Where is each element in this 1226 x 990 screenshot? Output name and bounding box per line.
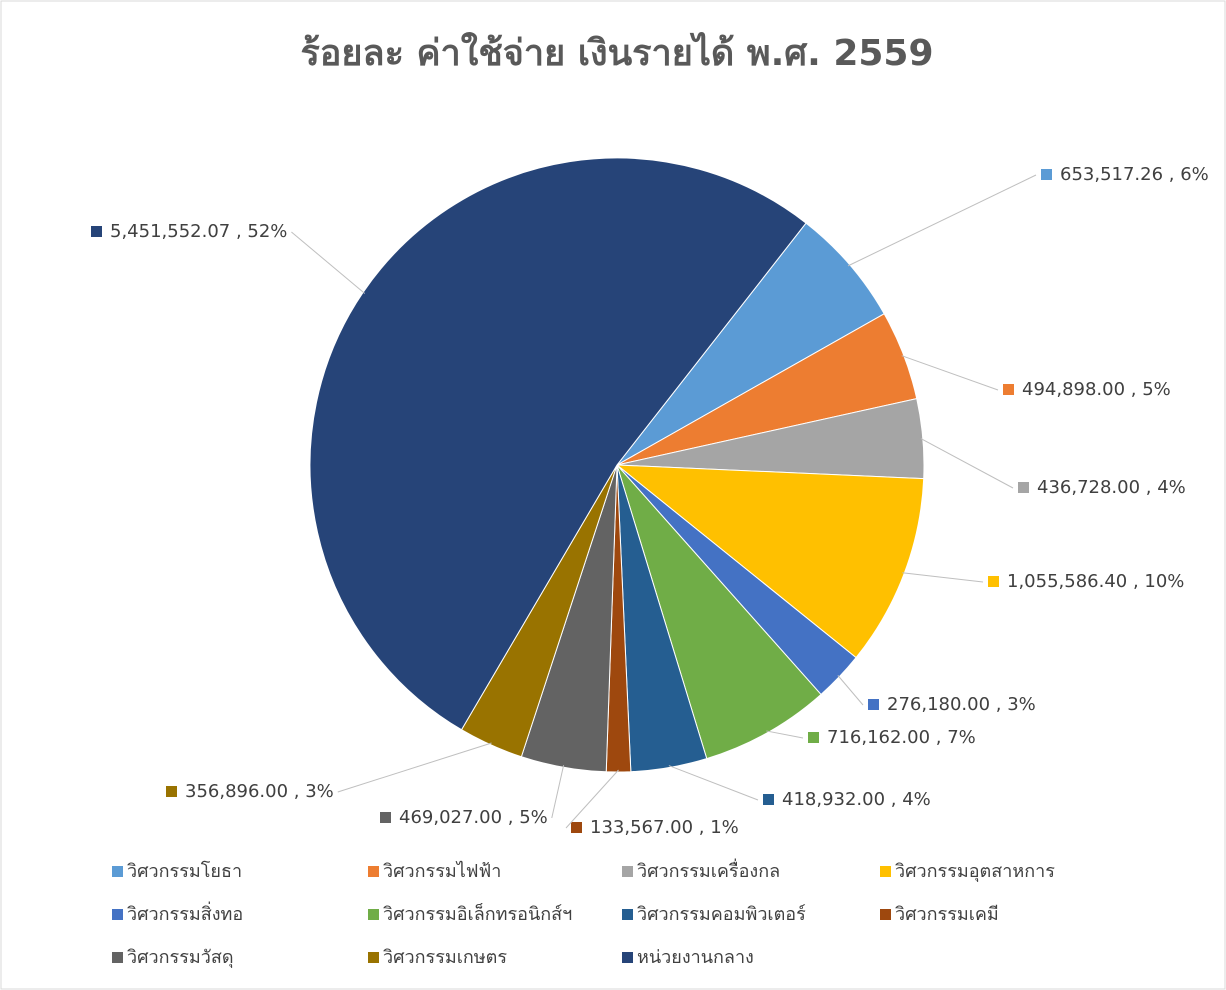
leader-line [668,765,759,801]
legend-label: วิศวกรรมอุตสาหการ [895,861,1055,882]
data-label: 653,517.26 , 6% [1060,164,1209,185]
leader-line [551,765,565,819]
pie-slice [616,464,822,760]
legend-label: วิศวกรรมวัสดุ [127,947,234,968]
chart-title: ร้อยละ ค่าใช้จ่าย เงินรายได้ พ.ศ. 2559 [300,31,933,74]
label-swatch [808,732,819,743]
legend-label: วิศวกรรมไฟฟ้า [383,860,501,882]
legend-swatch [622,952,633,963]
legend-swatch [880,866,891,877]
label-swatch [868,699,879,710]
legend-label: วิศวกรรมเครื่องกล [637,858,780,882]
leader-line [837,675,864,706]
label-swatch [1041,169,1052,180]
leader-line [920,438,1014,489]
label-swatch [988,576,999,587]
legend-swatch [368,909,379,920]
legend-swatch [112,866,123,877]
leader-line [337,742,492,793]
legend-label: วิศวกรรมคอมพิวเตอร์ [637,904,806,925]
data-label: 494,898.00 , 5% [1022,379,1171,400]
legend-swatch [622,909,633,920]
label-swatch [91,226,102,237]
legend-swatch [112,952,123,963]
leader-line [847,174,1037,267]
label-swatch [1018,482,1029,493]
legend-swatch [112,909,123,920]
label-swatch [763,794,774,805]
leader-line [901,355,999,391]
leader-line [291,231,366,294]
legend-label: วิศวกรรมสิ่งทอ [127,901,243,925]
data-label: 5,451,552.07 , 52% [110,221,287,242]
legend-label: วิศวกรรมเคมี [895,904,999,925]
data-label: 356,896.00 , 3% [185,781,334,802]
data-label: 469,027.00 , 5% [399,807,548,828]
data-label: 716,162.00 , 7% [827,727,976,748]
leader-line [565,769,619,829]
data-label: 276,180.00 , 3% [887,694,1036,715]
data-label: 436,728.00 , 4% [1037,477,1186,498]
legend-swatch [880,909,891,920]
label-swatch [1003,384,1014,395]
legend-swatch [368,952,379,963]
leader-line [766,730,804,739]
data-label: 1,055,586.40 , 10% [1007,571,1184,592]
legend-label: หน่วยงานกลาง [637,947,754,968]
legend-label: วิศวกรรมอิเล็กทรอนิกส์ฯ [383,902,572,925]
legend-swatch [368,866,379,877]
label-swatch [380,812,391,823]
label-swatch [166,786,177,797]
legend-label: วิศวกรรมโยธา [127,860,242,882]
legend-swatch [622,866,633,877]
legend-label: วิศวกรรมเกษตร [383,947,507,968]
data-label: 418,932.00 , 4% [782,789,931,810]
label-swatch [571,822,582,833]
data-label: 133,567.00 , 1% [590,817,739,838]
leader-line [902,572,984,583]
